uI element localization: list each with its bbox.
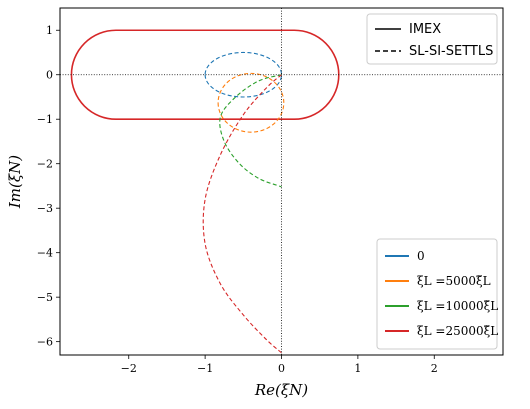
x-tick-label: 2 — [431, 362, 438, 375]
legend-frame — [376, 238, 498, 350]
x-tick-label: 1 — [354, 362, 361, 375]
y-tick-label: −1 — [37, 113, 53, 126]
y-tick-label: −4 — [37, 247, 53, 260]
axis-ticks: −2 −1 0 1 2 1 0 −1 −2 −3 −4 −5 −6 — [37, 24, 438, 375]
series-curve-3 — [217, 72, 285, 133]
series-curve-5 — [202, 74, 282, 354]
y-tick-label: 0 — [46, 69, 53, 82]
x-tick-label: −2 — [121, 362, 137, 375]
y-axis-label: Im(ξN) — [6, 155, 24, 209]
y-tick-label: −3 — [37, 202, 53, 215]
reference-lines — [60, 8, 503, 355]
series-curve-1 — [70, 29, 340, 121]
y-tick-label: −2 — [37, 158, 53, 171]
y-tick-label: −6 — [37, 336, 53, 349]
series-curve-4 — [219, 74, 282, 188]
color-legend: 0 ξL =5000ξ̃L ξL =10000ξ̃L ξL =25000ξ̃L — [376, 238, 498, 350]
linestyle-legend: IMEX SL-SI-SETTLS — [366, 13, 498, 65]
y-tick-label: 1 — [46, 24, 53, 37]
legend-label: SL-SI-SETTLS — [409, 44, 493, 59]
y-tick-label: −5 — [37, 291, 53, 304]
x-tick-label: −1 — [197, 362, 213, 375]
legend-label: ξL =5000ξ̃L — [417, 274, 491, 288]
legend-label: IMEX — [409, 22, 441, 37]
legend-label: 0 — [417, 249, 425, 263]
series-layer — [70, 29, 340, 354]
x-tick-label: 0 — [278, 362, 285, 375]
series-curve-2 — [204, 51, 283, 98]
legend-label: ξL =25000ξ̃L — [417, 324, 498, 338]
legend-label: ξL =10000ξ̃L — [417, 299, 498, 313]
x-axis-label: Re(ξN) — [254, 381, 308, 399]
